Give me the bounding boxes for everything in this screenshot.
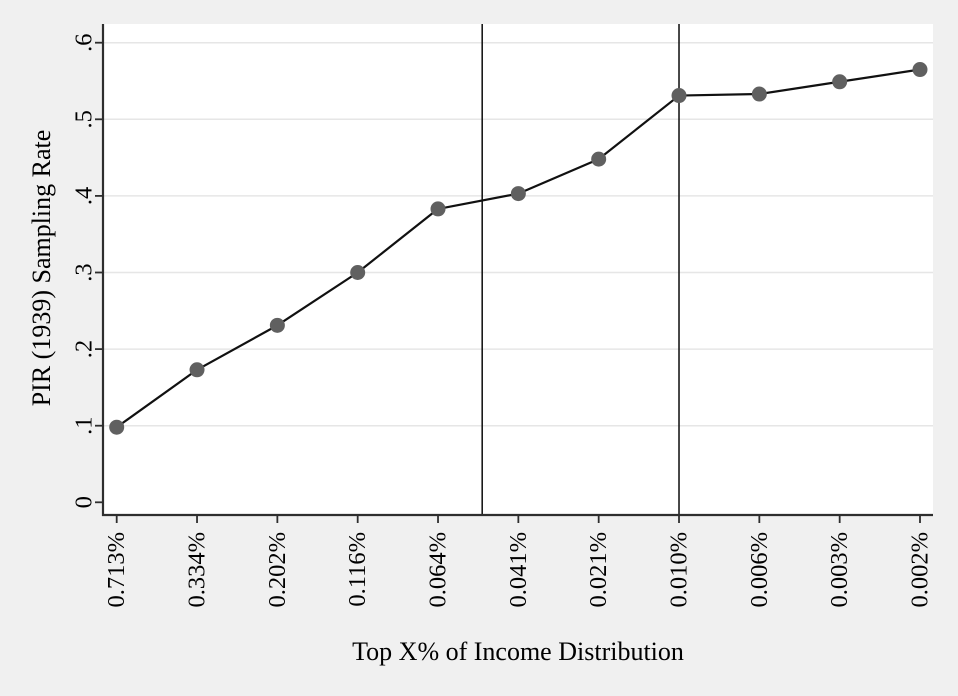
y-tick-label: .2 (71, 340, 98, 358)
x-tick-label: 0.116% (344, 532, 371, 607)
x-tick-label: 0.713% (103, 532, 130, 608)
x-axis-title: Top X% of Income Distribution (352, 637, 684, 666)
y-tick-label: .6 (71, 34, 98, 52)
y-tick-label: .1 (71, 417, 98, 435)
y-tick-label: .5 (71, 110, 98, 128)
data-point-marker (671, 88, 687, 104)
x-tick-label: 0.003% (826, 532, 853, 608)
data-point-marker (269, 317, 285, 333)
x-tick-label: 0.041% (505, 532, 532, 608)
plot-area (103, 24, 933, 515)
data-point-marker (350, 265, 366, 280)
data-point-marker (430, 201, 446, 217)
x-tick-label: 0.202% (264, 532, 291, 608)
x-tick-label: 0.334% (184, 532, 211, 608)
x-tick-label: 0.010% (666, 532, 693, 608)
y-axis-title: PIR (1939) Sampling Rate (27, 129, 56, 407)
data-point-marker (832, 74, 848, 90)
data-point-marker (510, 186, 526, 202)
y-tick-label: 0 (71, 496, 98, 508)
data-point-marker (751, 86, 767, 102)
x-tick-label: 0.021% (585, 532, 612, 608)
data-point-marker (591, 151, 607, 167)
x-tick-label: 0.006% (746, 532, 773, 608)
y-tick-label: .3 (71, 263, 98, 281)
x-tick-label: 0.064% (425, 532, 452, 608)
data-point-marker (109, 419, 125, 435)
data-point-marker (189, 362, 205, 378)
y-tick-label: .4 (71, 187, 98, 205)
x-tick-label: 0.002% (907, 532, 934, 608)
data-point-marker (912, 62, 928, 78)
